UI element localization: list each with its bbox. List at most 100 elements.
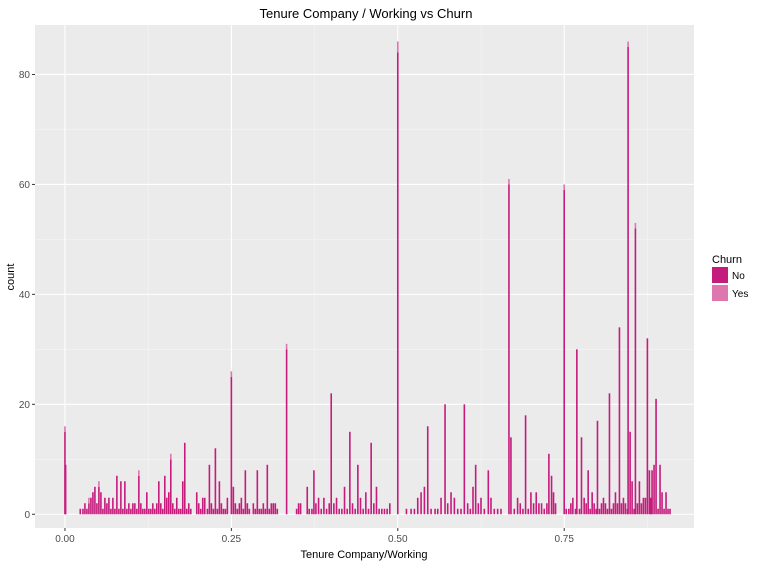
bar-no xyxy=(480,497,482,515)
bar-no xyxy=(631,481,633,515)
bar-no xyxy=(538,503,540,515)
bar-no xyxy=(634,228,637,515)
bar-no xyxy=(578,508,581,515)
bar-no xyxy=(126,508,128,515)
bar-no xyxy=(614,492,617,515)
bar-no xyxy=(574,508,577,515)
bar-no xyxy=(242,508,245,515)
bar-yes xyxy=(396,41,399,53)
bar-no xyxy=(381,508,383,515)
bar-no xyxy=(496,508,499,515)
bar-yes xyxy=(64,426,66,432)
bar-no xyxy=(330,393,333,515)
bar-no xyxy=(136,508,138,515)
bar-no xyxy=(640,503,643,515)
bar-no xyxy=(535,492,538,515)
bar-no xyxy=(616,503,619,515)
y-tick-label: 40 xyxy=(19,290,31,301)
bar-no xyxy=(252,503,255,515)
bar-no xyxy=(208,464,211,515)
bar-no xyxy=(563,189,565,515)
bar-no xyxy=(661,492,663,515)
bar-no xyxy=(669,508,671,515)
bar-no xyxy=(189,508,192,515)
bar-no xyxy=(335,497,338,515)
bar-no xyxy=(86,508,88,515)
bar-no xyxy=(383,508,386,515)
bar-no xyxy=(416,497,419,515)
bar-no xyxy=(102,508,104,515)
bar-no xyxy=(308,508,311,515)
bar-no xyxy=(171,503,174,515)
bar-no xyxy=(426,426,429,515)
bar-no xyxy=(104,497,106,515)
bar-no xyxy=(530,492,532,515)
bar-no xyxy=(466,503,469,515)
bar-no xyxy=(266,464,269,515)
plot-panel xyxy=(35,25,694,528)
bar-no xyxy=(156,503,158,515)
bar-no xyxy=(246,503,249,515)
bar-no xyxy=(655,398,657,515)
bar-no xyxy=(405,508,408,515)
bar-no xyxy=(134,503,136,515)
bar-no xyxy=(82,508,84,515)
y-tick-label: 60 xyxy=(19,180,31,191)
bar-no xyxy=(328,503,331,515)
bar-no xyxy=(620,503,623,515)
bar-no xyxy=(197,503,200,515)
bar-no xyxy=(216,508,219,515)
bar-yes xyxy=(88,497,90,504)
bar-no xyxy=(434,508,436,515)
bar-no xyxy=(627,46,629,515)
bar-no xyxy=(297,503,300,515)
bar-no xyxy=(98,486,100,515)
bar-no xyxy=(500,508,502,515)
chart-title: Tenure Company / Working vs Churn xyxy=(260,6,473,21)
bar-no xyxy=(218,481,221,515)
bar-no xyxy=(593,503,595,515)
bar-no xyxy=(144,508,146,515)
bar-no xyxy=(96,503,98,515)
bar-no xyxy=(636,503,639,515)
bar-no xyxy=(546,503,548,515)
bar-no xyxy=(120,481,122,515)
bar-no xyxy=(460,508,462,515)
bar-no xyxy=(140,503,142,515)
bar-no xyxy=(212,508,215,515)
bar-yes xyxy=(230,371,233,377)
bar-no xyxy=(232,486,235,515)
y-tick-label: 0 xyxy=(24,510,30,521)
bar-no xyxy=(160,503,162,515)
bar-no xyxy=(657,508,659,515)
bar-no xyxy=(285,349,288,515)
bar-no xyxy=(164,475,166,515)
bar-no xyxy=(580,437,583,515)
bar-no xyxy=(124,481,126,515)
bar-no xyxy=(152,503,154,515)
bar-no xyxy=(224,508,227,515)
bar-no xyxy=(272,503,275,515)
bar-no xyxy=(568,508,570,515)
bar-no xyxy=(203,497,206,515)
bar-no xyxy=(413,508,416,515)
bar-no xyxy=(629,431,631,515)
bar-no xyxy=(154,508,156,515)
bar-no xyxy=(644,497,647,515)
bar-no xyxy=(436,508,439,515)
bar-no xyxy=(642,497,645,515)
bar-no xyxy=(373,503,375,515)
bar-no xyxy=(260,508,263,515)
bar-no xyxy=(79,508,82,515)
y-tick-label: 80 xyxy=(19,70,31,81)
bar-yes xyxy=(627,41,629,47)
bar-no xyxy=(166,497,168,515)
bar-no xyxy=(295,508,298,515)
bar-no xyxy=(513,508,516,515)
bar-no xyxy=(162,508,164,515)
bar-no xyxy=(195,492,198,515)
bar-no xyxy=(179,508,182,515)
bar-no xyxy=(323,497,325,515)
bar-no xyxy=(370,442,372,515)
bar-no xyxy=(270,503,273,515)
